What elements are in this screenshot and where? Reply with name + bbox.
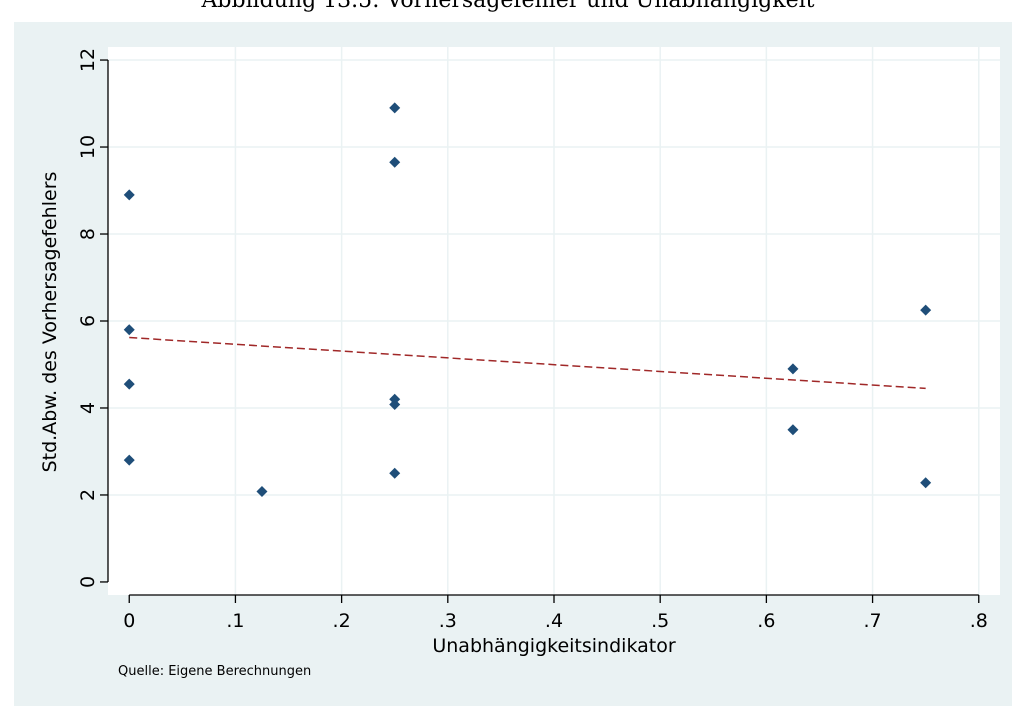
- x-tick-label: .6: [757, 610, 775, 632]
- x-tick-label: .5: [651, 610, 669, 632]
- data-point: [389, 156, 401, 168]
- data-points: [123, 102, 932, 497]
- data-point: [920, 477, 932, 489]
- data-point: [123, 454, 135, 466]
- y-tick-label: 8: [77, 228, 99, 240]
- x-tick-label: .3: [439, 610, 457, 632]
- x-tick-label: .8: [970, 610, 988, 632]
- data-point: [123, 324, 135, 336]
- source-note: Quelle: Eigene Berechnungen: [118, 664, 312, 679]
- data-point: [920, 304, 932, 316]
- x-tick-label: .2: [333, 610, 351, 632]
- x-tick-label: 0: [123, 610, 135, 632]
- y-tick-label: 12: [77, 48, 99, 72]
- data-point: [389, 102, 401, 114]
- fit-line: [129, 336, 926, 390]
- data-point: [389, 399, 401, 411]
- data-point: [256, 485, 268, 497]
- data-point: [123, 378, 135, 390]
- data-point: [123, 189, 135, 201]
- data-point: [787, 363, 799, 375]
- y-tick-label: 0: [77, 576, 99, 588]
- x-axis-label: Unabhängigkeitsindikator: [432, 635, 675, 657]
- grid-lines: [108, 47, 1000, 595]
- axes: 0 .1 .2 .3 .4 .5 .6 .7 .8 0 2 4 6 8 10 12: [77, 48, 988, 632]
- x-tick-label: .4: [545, 610, 563, 632]
- data-point: [389, 467, 401, 479]
- y-axis-label: Std.Abw. des Vorhersagefehlers: [39, 172, 61, 473]
- y-tick-label: 2: [77, 489, 99, 501]
- y-tick-label: 4: [77, 402, 99, 414]
- data-point: [787, 424, 799, 436]
- page-title: Abbildung 13.5: Vorhersagefehler und Una…: [201, 0, 815, 13]
- x-tick-label: .7: [864, 610, 882, 632]
- x-tick-label: .1: [226, 610, 244, 632]
- y-tick-label: 10: [77, 135, 99, 159]
- y-tick-label: 6: [77, 315, 99, 327]
- fit-line-layer: [129, 336, 926, 390]
